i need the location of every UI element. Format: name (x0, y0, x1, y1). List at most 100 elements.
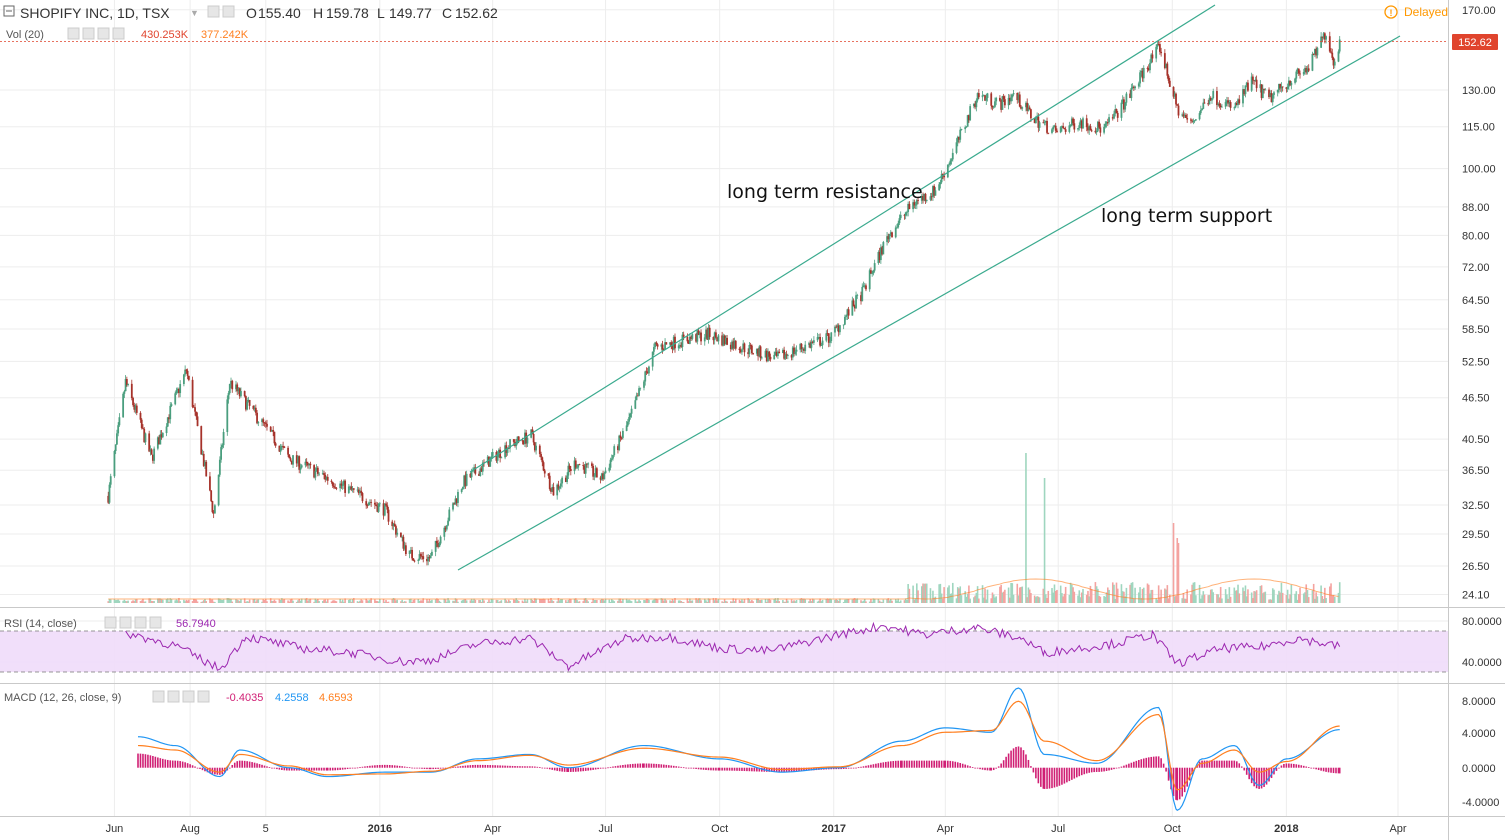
volume-bar (1175, 595, 1177, 603)
volume-bar (925, 583, 928, 603)
candle-body (107, 495, 110, 503)
delayed-label: Delayed (1404, 5, 1448, 19)
rsi-close-icon[interactable] (149, 616, 162, 629)
rsi-axis[interactable]: 80.0000 40.0000 (1462, 616, 1502, 669)
volume-bar (816, 601, 819, 603)
macd-hist-bar (906, 760, 908, 768)
volume-bar (379, 598, 381, 603)
candle-body (830, 332, 833, 342)
volume-bar (289, 599, 292, 603)
candle-body (266, 423, 268, 427)
macd-close-icon[interactable] (197, 690, 210, 703)
candle-body (551, 487, 554, 492)
price-axis[interactable]: 170.00130.00115.00100.0088.0080.0072.006… (1462, 5, 1496, 602)
candle-body (950, 159, 953, 161)
macd-hist-bar (1088, 767, 1091, 773)
volume-bar (534, 598, 536, 603)
rsi-label[interactable]: RSI (14, close) (4, 618, 77, 630)
candle-body (474, 467, 477, 474)
macd-hist-bar (887, 761, 890, 768)
volume-bar (698, 598, 701, 603)
volume-bar (540, 599, 542, 603)
macd-hist-bar (990, 767, 993, 771)
vol-add-icon[interactable] (97, 27, 110, 40)
macd-hist-bar (1248, 767, 1250, 780)
rsi-settings-icon[interactable] (119, 616, 132, 629)
volume-bar (1033, 595, 1036, 603)
volume-bar (1202, 591, 1205, 603)
volume-bar (743, 598, 746, 603)
candle-body (300, 465, 303, 468)
macd-axis[interactable]: 8.0000 4.0000 0.0000 -4.0000 (1462, 696, 1499, 809)
candle-body (491, 452, 494, 457)
candle-body (1068, 125, 1071, 132)
macd-eye-icon[interactable] (152, 690, 165, 703)
macd-settings-icon[interactable] (167, 690, 180, 703)
candle-body (608, 467, 611, 471)
candle-body (325, 476, 328, 480)
candle-body (1123, 99, 1125, 110)
macd-line (137, 687, 1340, 811)
macd-hist-bar (1188, 767, 1191, 781)
macd-hist-bar (142, 753, 144, 768)
macd-hist-bar (594, 767, 597, 770)
candle-body (686, 336, 689, 342)
settings-icon[interactable] (207, 5, 220, 18)
candle-body (463, 475, 466, 487)
volume-bar (330, 601, 333, 603)
time-axis-tick: Jun (106, 823, 124, 835)
volume-bar (481, 598, 484, 603)
support-trendline[interactable] (457, 35, 1401, 571)
candle-body (674, 336, 676, 349)
dropdown-arrow-icon[interactable]: ▼ (190, 8, 199, 18)
volume-bar (1165, 589, 1167, 603)
candle-body (690, 336, 693, 339)
candle-body (185, 369, 188, 371)
vol-label[interactable]: Vol (20) (6, 29, 44, 41)
volume-bar (315, 599, 318, 603)
candle-body (688, 336, 691, 344)
macd-hist-bar (1226, 760, 1228, 768)
macd-hist-bar (1115, 767, 1118, 769)
macd-hist-bar (1002, 760, 1005, 768)
vol-eye-icon[interactable] (67, 27, 80, 40)
candle-body (1096, 121, 1099, 131)
candle-body (342, 480, 345, 485)
volume-bar (1260, 585, 1263, 603)
candle-body (634, 400, 637, 409)
delayed-badge[interactable]: ! Delayed (1384, 5, 1448, 19)
candle-body (288, 454, 291, 459)
volume-bar (713, 600, 716, 603)
macd-hist-bar (241, 760, 243, 768)
price-candles (107, 31, 1341, 566)
volume-bar (122, 600, 124, 603)
candle-body (1003, 99, 1006, 106)
candle-body (113, 451, 116, 477)
volume-bar (176, 600, 179, 603)
resistance-trendline[interactable] (469, 4, 1216, 473)
volume-bar (913, 599, 916, 603)
macd-hist-bar (607, 767, 609, 769)
volume-bar (618, 598, 620, 603)
vol-close-icon[interactable] (112, 27, 125, 40)
volume-bar (460, 600, 463, 603)
macd-hist-bar (1123, 765, 1125, 768)
price-pane-area[interactable] (0, 0, 1448, 607)
time-axis[interactable]: Jun Aug 5 2016 Apr Jul Oct 2017 Apr Jul Oct 2018 Apr (106, 823, 1407, 835)
symbol-title[interactable]: SHOPIFY INC, 1D, TSX (20, 5, 170, 21)
volume-bar (235, 599, 237, 603)
candle-body (455, 498, 458, 503)
volume-bar (222, 599, 225, 603)
volume-bar (166, 598, 169, 603)
format-icon[interactable] (222, 5, 235, 18)
candle-body (960, 129, 963, 130)
macd-add-icon[interactable] (182, 690, 195, 703)
rsi-add-icon[interactable] (134, 616, 147, 629)
candle-body (671, 345, 674, 350)
collapse-icon[interactable] (3, 5, 15, 17)
volume-bar (1150, 589, 1153, 603)
macd-label[interactable]: MACD (12, 26, close, 9) (4, 692, 121, 704)
rsi-eye-icon[interactable] (104, 616, 117, 629)
vol-settings-icon[interactable] (82, 27, 95, 40)
macd-hist-bar (1073, 767, 1076, 779)
